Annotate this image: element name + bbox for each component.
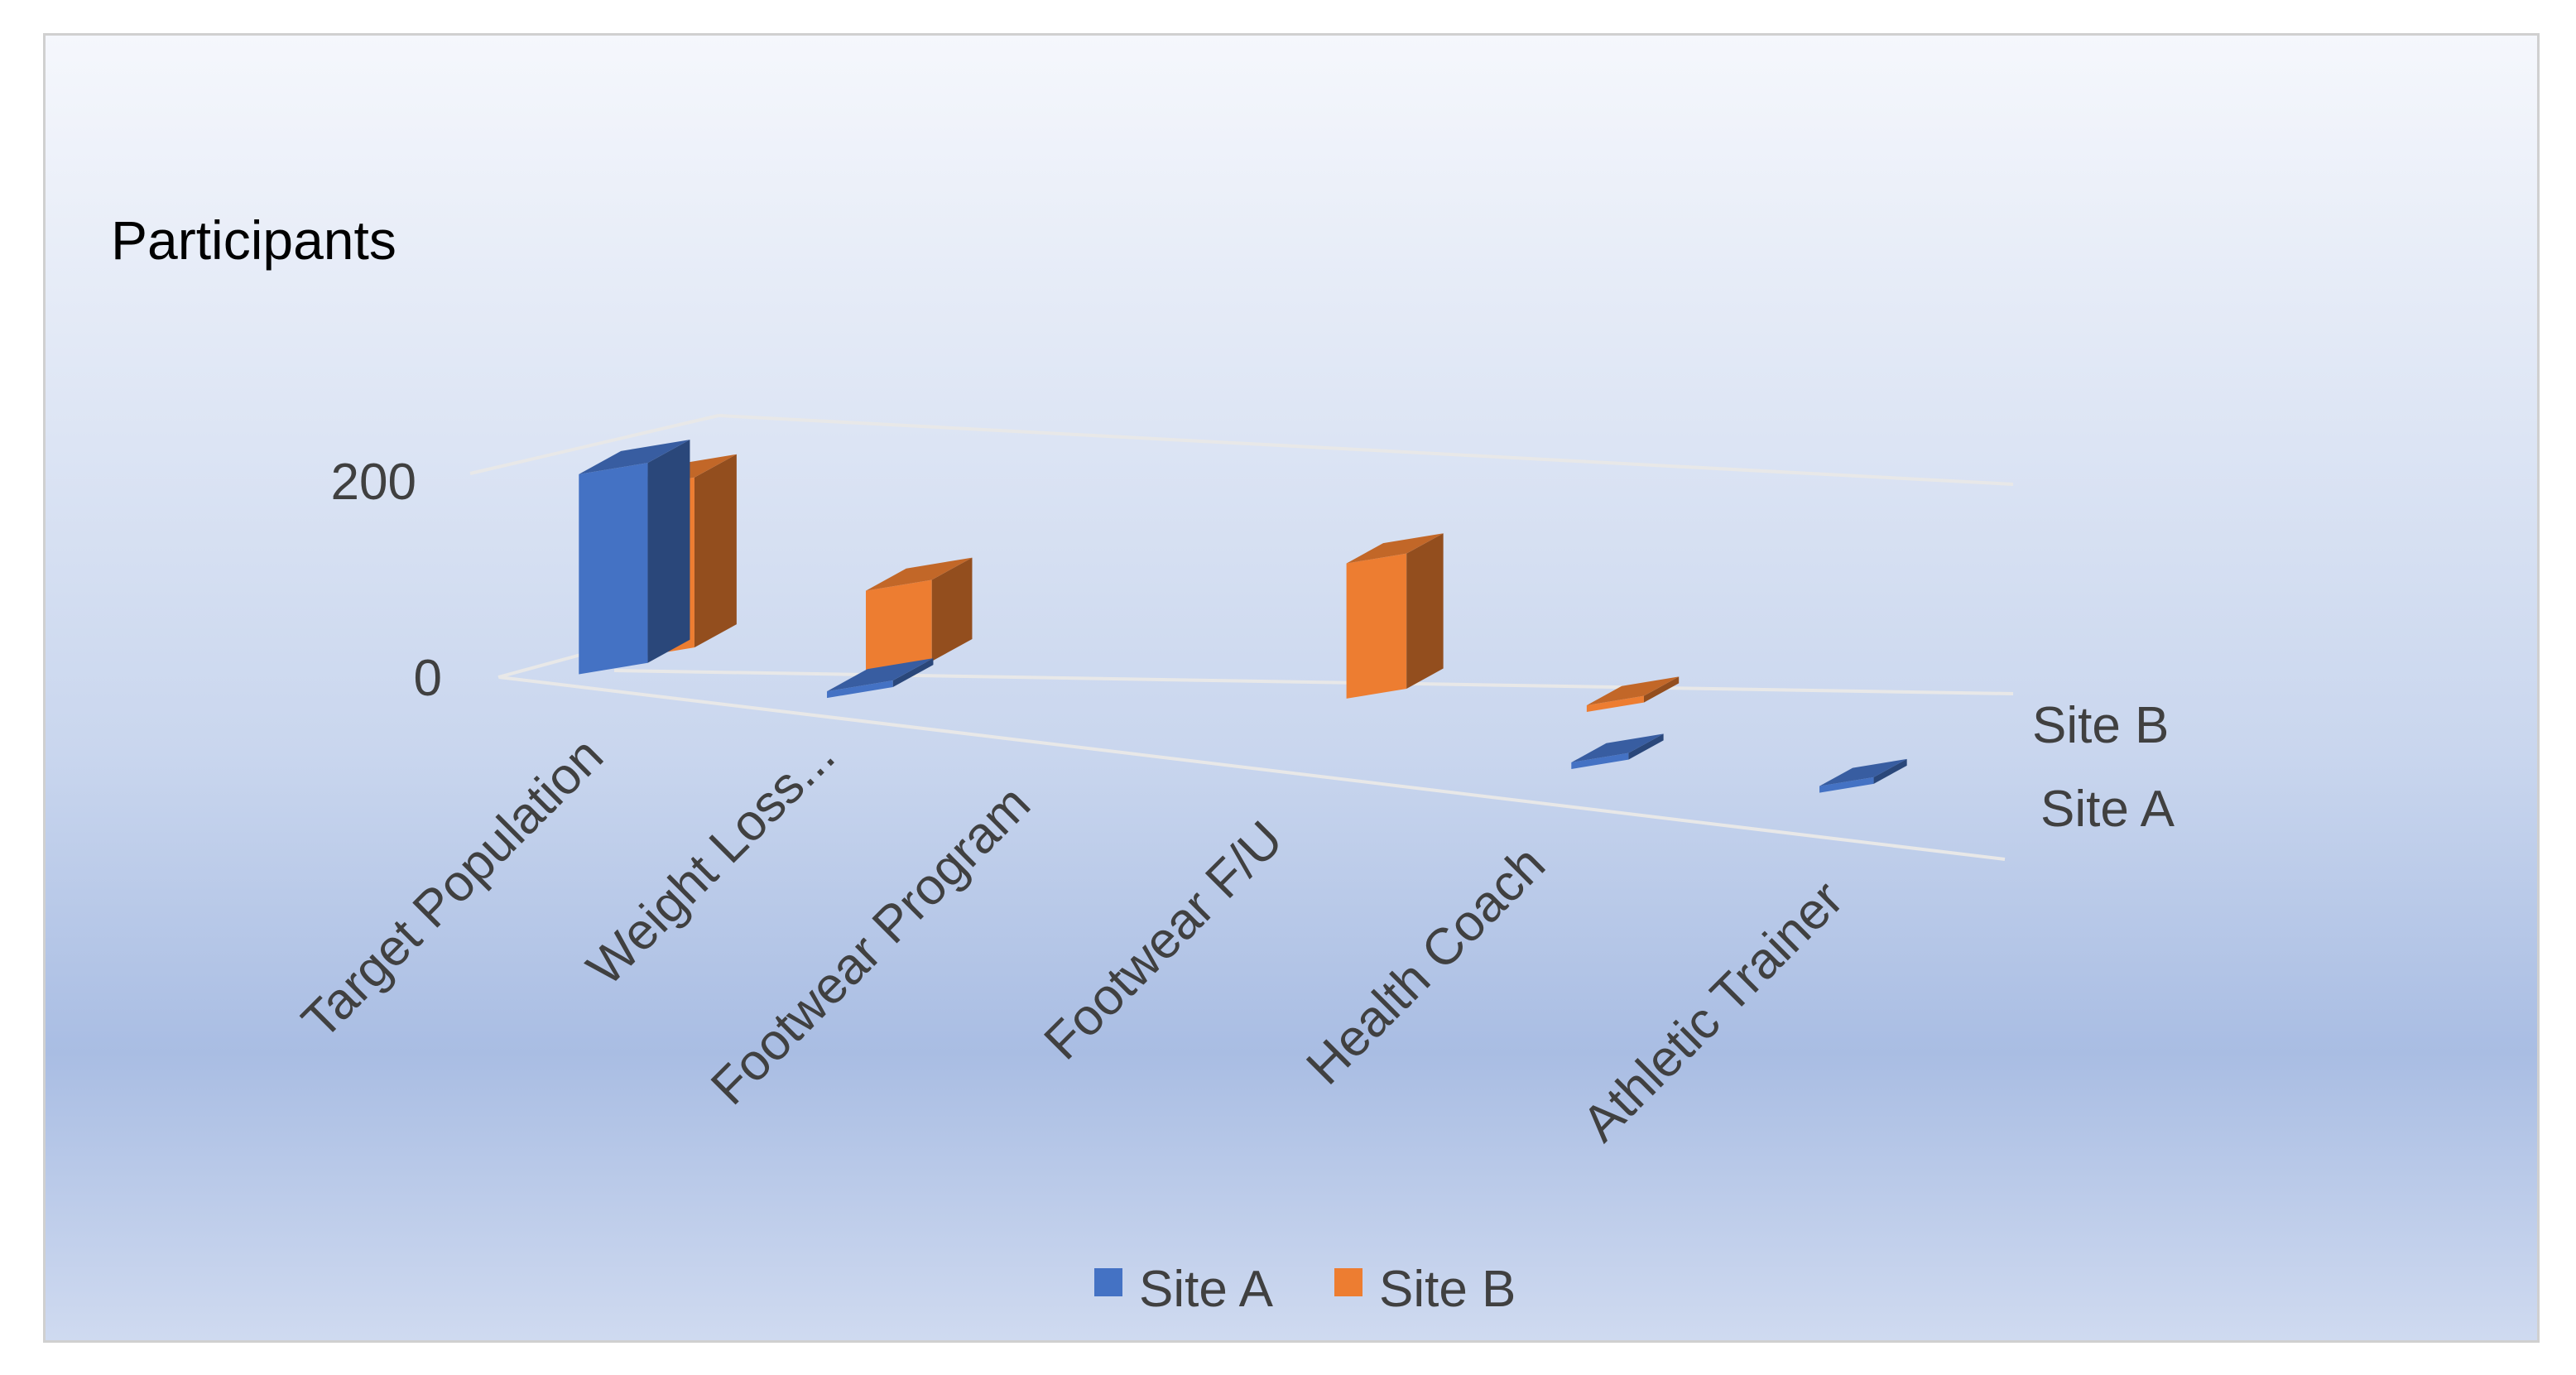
y-tick-label-200: 200 [331,454,416,511]
floor-gridline-front [498,675,2006,861]
legend-swatch-site-b [1334,1268,1362,1296]
bar-side-face [1873,758,1907,784]
bar-site-b-3 [1346,533,1444,699]
bar-side-face [1628,733,1664,760]
legend: Site A Site B [1094,1261,1516,1318]
bar-top-face [1346,533,1444,564]
bar-top-face [1571,733,1664,763]
wall-gridline-left [469,414,719,475]
x-tick-label: Footwear F/U [1034,810,1294,1070]
bar-top-face [579,440,690,474]
bar-top-face [1819,758,1907,786]
legend-label-site-b: Site B [1379,1261,1516,1318]
floor-gridline-back [613,669,2014,695]
bar-top-face [866,557,973,591]
x-tick-label: Weight Loss... [576,727,846,997]
x-tick-label: Athletic Trainer [1572,870,1854,1152]
bar-site-b-1 [866,557,973,672]
bar-side-face [694,454,737,648]
bar-front-face [579,463,648,675]
depth-label-site-a: Site A [2040,781,2175,838]
legend-swatch-site-a [1094,1268,1122,1296]
depth-label-site-b: Site B [2032,697,2169,754]
wall-gridline-top [718,414,2014,486]
bar-front-face [1346,553,1407,699]
bar-site-a-4 [1571,733,1664,770]
bar-site-a-5 [1819,758,1907,793]
bar-top-face [827,658,934,692]
chart-frame [43,33,2540,1343]
bar-side-face [1643,676,1680,703]
bars [579,440,1907,793]
x-tick-label: Target Population [291,727,614,1050]
bar-site-b-4 [1586,676,1680,712]
bar-front-face [1586,695,1644,712]
x-tick-label: Health Coach [1295,835,1555,1095]
bar-site-a-0 [579,440,690,675]
y-tick-label-0: 0 [414,650,442,707]
bar-front-face [1819,776,1874,793]
chart-title: Participants [111,209,396,271]
bar-side-face [931,557,973,661]
bar-top-face [1586,676,1680,705]
bar-side-face [647,440,690,663]
bar-site-a-1 [827,658,934,699]
bar-front-face [1571,752,1629,770]
bar-front-face [866,579,932,672]
x-axis-labels: Target Population Weight Loss... Footwea… [291,727,1854,1152]
bar-side-face [892,658,934,687]
bar-side-face [1406,533,1444,689]
gridlines [469,414,2014,861]
legend-label-site-a: Site A [1139,1261,1274,1318]
bar-front-face [827,680,893,699]
